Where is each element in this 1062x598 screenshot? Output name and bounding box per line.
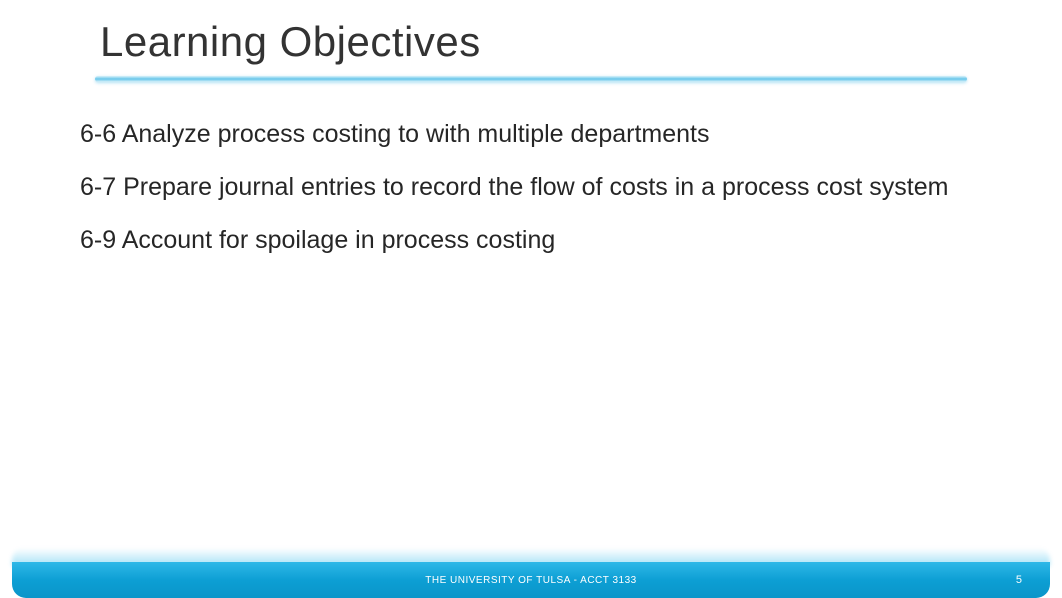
objective-item: 6-9 Account for spoilage in process cost… <box>80 223 982 258</box>
page-number: 5 <box>1016 574 1022 586</box>
title-underline <box>95 76 967 82</box>
slide-title: Learning Objectives <box>0 0 1062 76</box>
objective-item: 6-7 Prepare journal entries to record th… <box>80 170 982 205</box>
slide: Learning Objectives 6-6 Analyze process … <box>0 0 1062 598</box>
footer-text: THE UNIVERSITY OF TULSA - ACCT 3133 <box>425 575 636 586</box>
footer-main: THE UNIVERSITY OF TULSA - ACCT 3133 5 <box>12 562 1050 598</box>
footer-bar: THE UNIVERSITY OF TULSA - ACCT 3133 5 <box>0 552 1062 598</box>
objective-item: 6-6 Analyze process costing to with mult… <box>80 117 982 152</box>
slide-content: 6-6 Analyze process costing to with mult… <box>0 117 1062 258</box>
